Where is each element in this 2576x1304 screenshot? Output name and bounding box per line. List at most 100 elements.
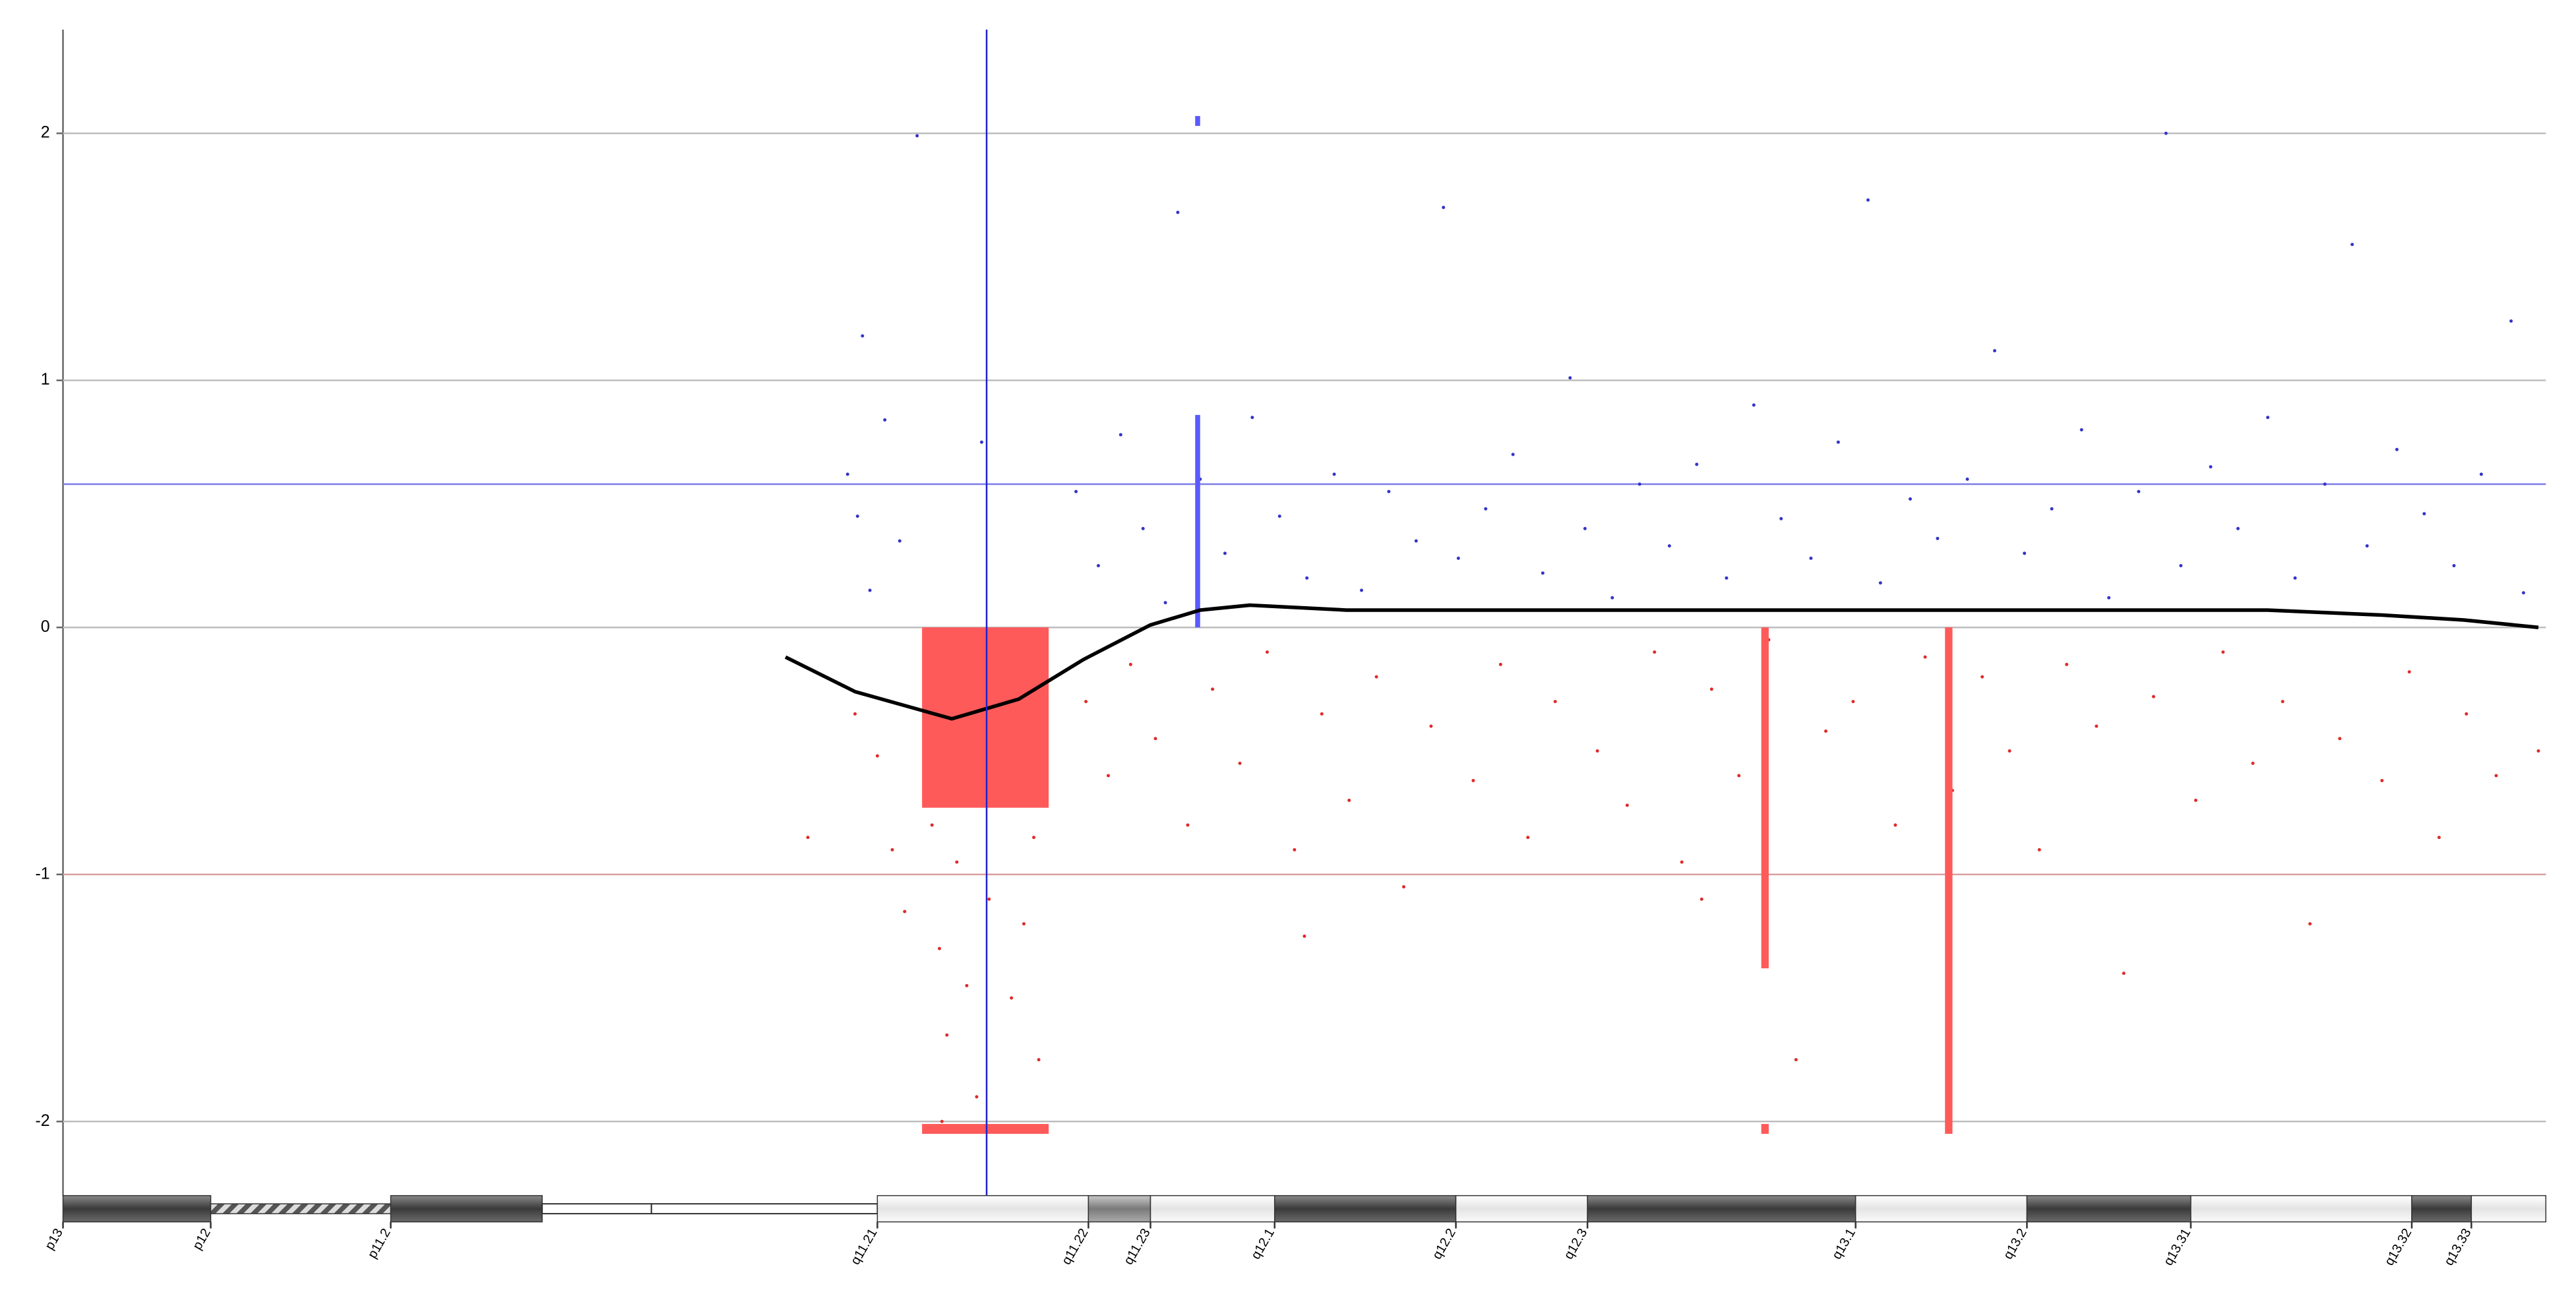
data-point xyxy=(1923,655,1927,659)
data-point xyxy=(1010,996,1014,1000)
data-point xyxy=(1211,687,1215,691)
data-point xyxy=(1498,662,1502,666)
data-point xyxy=(883,418,887,422)
data-point xyxy=(875,754,879,758)
data-point xyxy=(1625,803,1629,807)
data-point xyxy=(1667,544,1671,548)
data-point xyxy=(979,440,983,444)
data-point xyxy=(890,848,894,852)
data-point xyxy=(1305,576,1309,580)
data-point xyxy=(1096,564,1100,568)
data-point xyxy=(2509,319,2513,323)
data-point xyxy=(898,539,902,543)
data-point xyxy=(2065,662,2069,666)
data-point xyxy=(1022,922,1026,926)
data-point xyxy=(1332,472,1336,476)
ideogram-band xyxy=(1150,1195,1275,1223)
data-point xyxy=(2050,507,2054,511)
data-point xyxy=(1037,1058,1041,1062)
data-point xyxy=(1709,687,1713,691)
data-point xyxy=(855,514,859,518)
data-point xyxy=(1442,206,1446,209)
ideogram-band xyxy=(1855,1195,2028,1223)
data-point xyxy=(1695,462,1699,466)
data-point xyxy=(2536,749,2540,753)
data-point xyxy=(2107,596,2111,600)
data-point xyxy=(1359,588,1363,592)
data-point xyxy=(1250,416,1254,419)
ideogram-band xyxy=(2026,1195,2192,1223)
data-point xyxy=(1526,836,1530,840)
ideogram-band xyxy=(210,1203,392,1214)
band-label: q11.21 xyxy=(848,1226,880,1267)
data-point xyxy=(2465,712,2469,716)
data-point xyxy=(1320,712,1324,716)
data-point xyxy=(1186,823,1190,827)
segment xyxy=(1945,627,1953,1134)
data-point xyxy=(861,334,865,338)
data-point xyxy=(1583,526,1587,530)
data-point xyxy=(868,588,872,592)
band-label: q13.31 xyxy=(2161,1226,2193,1268)
data-point xyxy=(2221,650,2225,654)
data-point xyxy=(2479,472,2483,476)
data-point xyxy=(915,134,919,138)
data-point xyxy=(1866,198,1870,202)
data-point xyxy=(853,712,857,716)
data-point xyxy=(1032,836,1036,840)
data-point xyxy=(1836,440,1840,444)
data-point xyxy=(1541,571,1545,575)
data-point xyxy=(1176,210,1180,214)
y-tick-label: -2 xyxy=(35,1111,49,1130)
y-tick-label: 2 xyxy=(41,123,50,142)
data-point xyxy=(2023,551,2027,555)
band-label: q13.32 xyxy=(2382,1226,2414,1268)
band-label: q12.2 xyxy=(1430,1226,1459,1262)
data-point xyxy=(1163,601,1167,605)
data-point xyxy=(1456,556,1460,560)
data-point xyxy=(1610,596,1614,600)
data-point xyxy=(1893,823,1897,827)
data-point xyxy=(2095,724,2099,728)
data-point xyxy=(1141,526,1145,530)
data-point xyxy=(2380,778,2384,782)
data-point xyxy=(945,1033,949,1037)
band-label: q11.23 xyxy=(1121,1226,1153,1267)
band-label: q12.1 xyxy=(1248,1226,1277,1262)
data-point xyxy=(2137,489,2141,493)
data-point xyxy=(1347,798,1351,802)
data-point xyxy=(1074,489,1078,493)
ideogram-band xyxy=(2190,1195,2412,1223)
data-point xyxy=(2452,564,2456,568)
data-point xyxy=(1128,662,1132,666)
data-point xyxy=(1106,774,1110,778)
segment xyxy=(1195,115,1200,126)
data-point xyxy=(2323,482,2327,486)
data-point xyxy=(930,823,934,827)
data-point xyxy=(806,836,810,840)
data-point xyxy=(2281,700,2285,704)
data-point xyxy=(1993,349,1996,353)
data-point xyxy=(2236,526,2240,530)
data-point xyxy=(1878,581,1882,585)
data-point xyxy=(1700,897,1703,901)
ideogram-band xyxy=(2470,1195,2547,1223)
data-point xyxy=(937,947,941,950)
data-point xyxy=(1568,376,1572,380)
data-point xyxy=(2338,737,2342,741)
data-point xyxy=(1084,700,1088,704)
data-point xyxy=(2494,774,2498,778)
data-point xyxy=(1794,1058,1798,1062)
data-point xyxy=(1303,934,1306,938)
data-point xyxy=(1238,761,1242,765)
band-label: q13.1 xyxy=(1829,1226,1858,1262)
data-point xyxy=(1680,860,1684,864)
ideogram-band xyxy=(876,1195,1089,1223)
y-tick-label: 1 xyxy=(41,370,50,388)
data-point xyxy=(1653,650,1657,654)
data-point xyxy=(2008,749,2011,753)
data-point xyxy=(1752,403,1756,407)
data-point xyxy=(1153,737,1157,741)
ideogram-band xyxy=(1088,1195,1151,1223)
